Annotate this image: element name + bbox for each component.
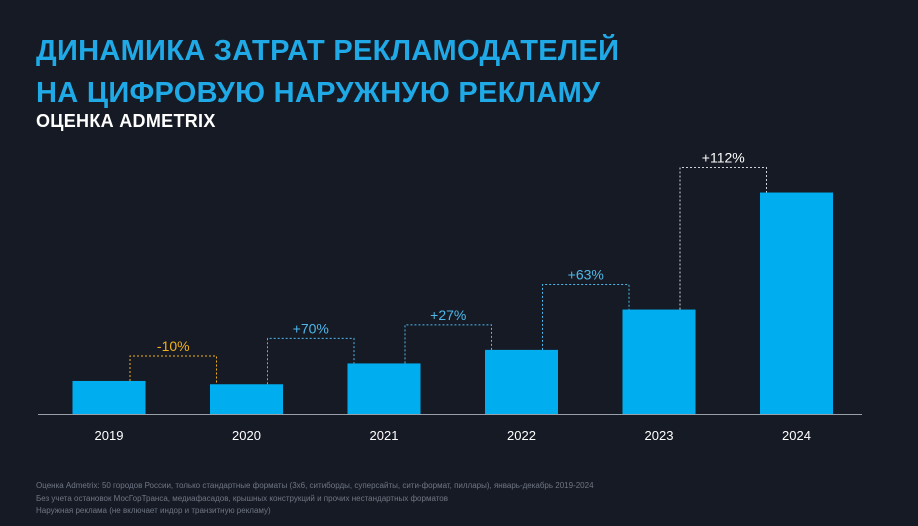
- x-tick-label: 2019: [95, 428, 124, 443]
- bar-2020: [210, 384, 283, 414]
- bar-chart: 2019 2020 2021 2022 2023 2024 -10% +70% +27% +63%…: [38, 150, 862, 443]
- x-tick-label: 2023: [645, 428, 674, 443]
- footnote-line-1: Оценка Admetrix: 50 городов России, толь…: [36, 481, 594, 490]
- change-bracket-2022: [404, 324, 492, 364]
- chart-title-line-2: НА ЦИФРОВУЮ НАРУЖНУЮ РЕКЛАМУ: [36, 77, 601, 109]
- chart-subtitle: ОЦЕНКА ADMETRIX: [36, 111, 216, 131]
- x-tick-label: 2024: [782, 428, 811, 443]
- footnote-line-3: Наружная реклама (не включает индор и тр…: [36, 506, 271, 515]
- change-label-2022: +27%: [430, 307, 466, 323]
- x-tick-label: 2022: [507, 428, 536, 443]
- bar-2019: [72, 380, 146, 414]
- change-label-2020: -10%: [157, 338, 190, 354]
- change-label-2023: +63%: [568, 267, 604, 283]
- bar-2022: [485, 349, 558, 414]
- x-tick-label: 2021: [370, 428, 399, 443]
- x-tick-label: 2020: [232, 428, 261, 443]
- bar-2024: [760, 192, 833, 414]
- bar-2021: [347, 363, 421, 414]
- change-label-2024: +112%: [702, 150, 745, 166]
- change-bracket-2024: [679, 167, 767, 310]
- change-label-2021: +70%: [293, 320, 329, 336]
- footnote-line-2: Без учета остановок МосГорТранса, медиаф…: [36, 493, 448, 503]
- chart-title-line-1: ДИНАМИКА ЗАТРАТ РЕКЛАМОДАТЕЛЕЙ: [36, 35, 620, 67]
- change-bracket-2020: [129, 355, 217, 385]
- bar-2023: [622, 309, 696, 414]
- chart-title: ДИНАМИКА ЗАТРАТ РЕКЛАМОДАТЕЛЕЙ НА ЦИФРОВ…: [36, 30, 619, 114]
- change-bracket-2021: [267, 337, 355, 385]
- change-bracket-2023: [542, 284, 630, 350]
- footnotes: Оценка Admetrix: 50 городов России, толь…: [36, 480, 594, 518]
